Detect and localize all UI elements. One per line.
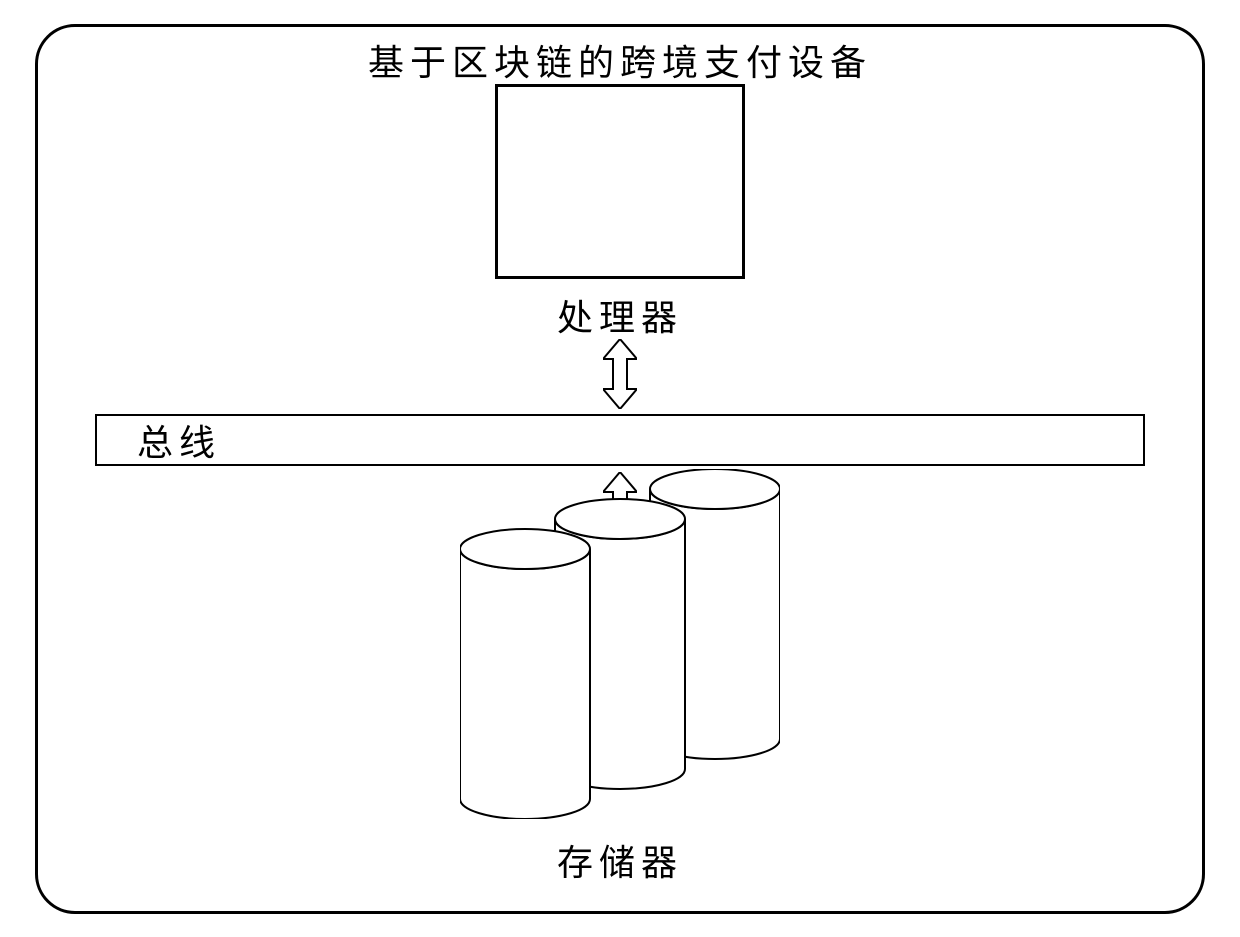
device-title: 基于区块链的跨境支付设备	[368, 34, 872, 86]
arrow-processor-bus	[603, 339, 637, 409]
bus-box: 总线	[95, 414, 1145, 466]
processor-label: 处理器	[557, 289, 683, 341]
storage-cylinders	[460, 469, 780, 819]
device-frame: 基于区块链的跨境支付设备 处理器 总线 存储器	[35, 24, 1205, 914]
bus-label: 总线	[97, 414, 221, 466]
storage-label: 存储器	[557, 834, 683, 886]
processor-box	[495, 84, 745, 279]
